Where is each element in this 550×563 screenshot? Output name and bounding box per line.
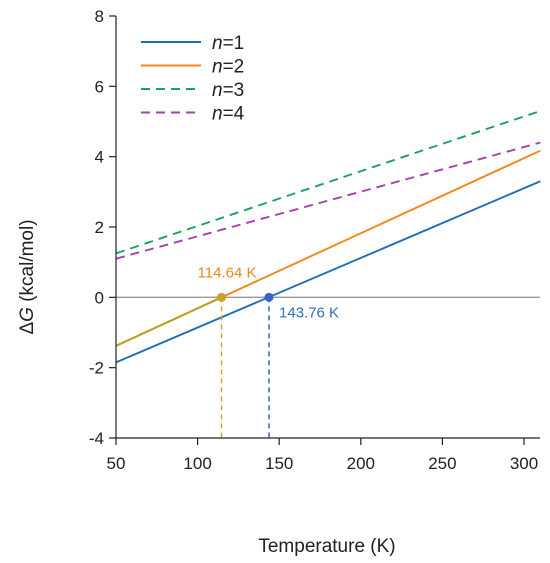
x-tick-label: 300 — [510, 454, 538, 473]
legend: n=1n=2n=3n=4 — [141, 33, 245, 125]
crossing-label-2: 143.76 K — [279, 304, 339, 321]
x-tick-label: 150 — [265, 454, 293, 473]
legend-label-rest: =3 — [223, 80, 245, 101]
legend-label-rest: =1 — [223, 33, 245, 54]
legend-label-symbol: n — [212, 104, 223, 125]
y-axis-title: ΔG (kcal/mol) — [17, 219, 38, 334]
y-tick-label: 6 — [95, 77, 104, 96]
y-tick-label: -4 — [89, 429, 104, 448]
x-tick-label: 100 — [183, 454, 211, 473]
legend-label-symbol: n — [212, 57, 223, 78]
legend-label-n3: n=3 — [212, 80, 244, 101]
plot-area — [115, 110, 541, 364]
legend-label-rest: =4 — [223, 104, 245, 125]
series-line-n3 — [115, 110, 541, 255]
legend-label-rest: =2 — [223, 57, 245, 78]
y-axis-title-prefix: Δ — [17, 322, 38, 335]
x-axis-title: Temperature (K) — [258, 536, 395, 557]
annotations: 114.64 K 143.76 K — [198, 264, 339, 438]
y-tick-label: -2 — [89, 359, 104, 378]
x-tick-label: 200 — [347, 454, 375, 473]
y-tick-label: 2 — [95, 218, 104, 237]
axes: -4 -2 0 2 4 6 8 50 100 150 200 250 300 — [89, 7, 540, 473]
legend-label-n1: n=1 — [212, 33, 244, 54]
legend-label-n4: n=4 — [212, 104, 245, 125]
y-tick-label: 4 — [95, 148, 104, 167]
legend-label-n2: n=2 — [212, 57, 244, 78]
series-line-n2-overlap — [115, 296, 222, 347]
x-tick-label: 250 — [428, 454, 456, 473]
legend-label-symbol: n — [212, 33, 223, 54]
series-line-n4 — [115, 141, 541, 260]
x-tick-label: 50 — [107, 454, 126, 473]
crossing-marker-1 — [216, 292, 226, 302]
series-line-n1 — [115, 180, 541, 364]
y-tick-label: 8 — [95, 7, 104, 26]
crossing-label-1: 114.64 K — [198, 264, 257, 281]
crossing-marker-2 — [264, 292, 274, 302]
y-tick-label: 0 — [95, 288, 104, 307]
legend-label-symbol: n — [212, 80, 223, 101]
y-axis-title-suffix: (kcal/mol) — [17, 219, 38, 307]
y-axis-title-symbol: G — [17, 307, 38, 322]
